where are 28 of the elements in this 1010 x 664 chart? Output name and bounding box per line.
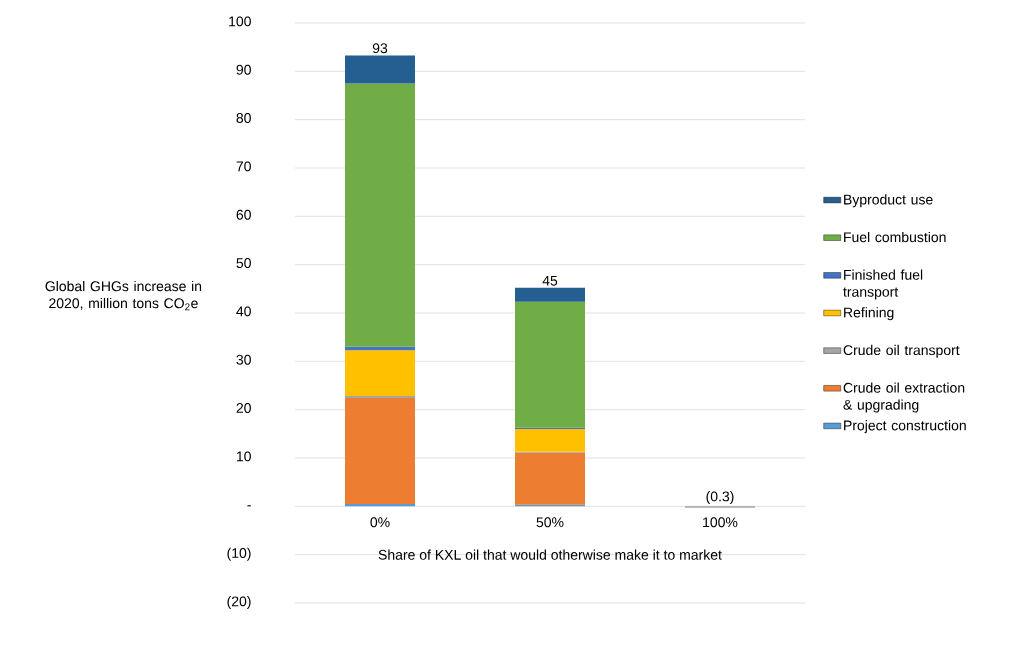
y-tick-label: (10)	[227, 547, 251, 561]
y-tick-label: 30	[236, 354, 251, 365]
y-tick-label: 100	[229, 16, 251, 27]
x-tick-label: 100%	[703, 517, 738, 528]
legend-label: Crude oil extraction & upgrading	[843, 382, 965, 413]
x-axis-title: Share of KXL oil that would otherwise make it to market	[378, 549, 722, 560]
legend-label: Finished fuel transport	[843, 269, 923, 300]
y-tick-label: 90	[236, 64, 251, 75]
y-tick-label: 10	[236, 451, 251, 462]
y-tick-label: -	[247, 505, 251, 507]
legend-label: Crude oil transport	[843, 344, 960, 358]
y-axis-title: Global GHGs increase in 2020, million tons CO$_{2}$e	[45, 280, 202, 311]
legend-label: Fuel combustion	[844, 231, 946, 243]
x-tick-label: 50%	[536, 517, 564, 528]
y-tick-label: 20	[236, 403, 251, 413]
y-tick-label: 60	[236, 209, 251, 220]
y-tick-label: 50	[236, 258, 251, 268]
y-tick-label: 80	[236, 113, 251, 123]
y-tick-label: (20)	[227, 596, 251, 610]
legend-label: Byproduct use	[844, 194, 933, 208]
y-tick-label: 70	[236, 161, 251, 172]
legend-label: Refining	[844, 307, 894, 321]
total-label: 93	[372, 43, 388, 54]
total-label: 45	[542, 275, 558, 286]
legend-label: Project construction	[844, 420, 966, 434]
x-tick-label: 0%	[370, 517, 390, 528]
y-tick-label: 40	[236, 306, 251, 317]
total-label: (0.3)	[706, 491, 734, 505]
